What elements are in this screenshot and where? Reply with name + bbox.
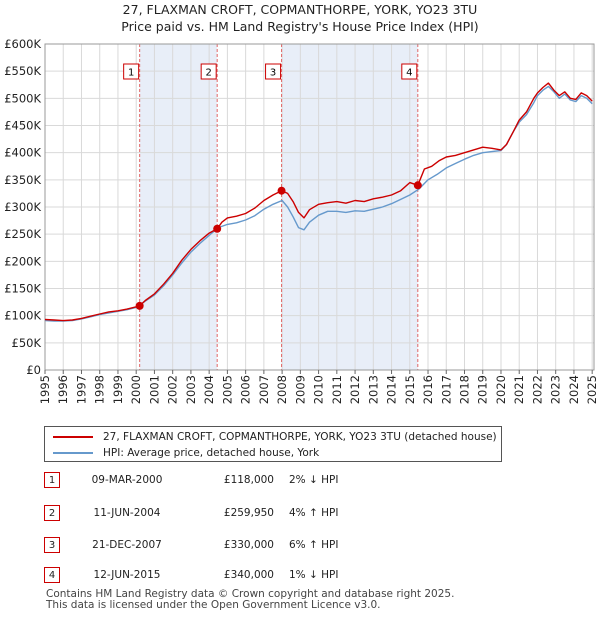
y-tick-label: £200K <box>4 254 41 268</box>
x-tick-label: 2017 <box>439 375 453 404</box>
y-tick-label: £250K <box>4 227 41 241</box>
price-chart: 27, FLAXMAN CROFT, COPMANTHORPE, YORK, Y… <box>4 2 599 404</box>
x-tick-label: 2011 <box>330 375 344 404</box>
x-tick-label: 2014 <box>385 375 399 404</box>
y-tick-label: £450K <box>4 119 41 133</box>
sale-point <box>135 301 144 310</box>
legend-item-hpi: HPI: Average price, detached house, York <box>53 445 319 461</box>
x-tick-label: 2004 <box>202 375 216 404</box>
x-tick-label: 2012 <box>348 375 362 404</box>
x-tick-label: 1998 <box>93 375 107 404</box>
x-tick-label: 2001 <box>147 375 161 404</box>
sale-point <box>277 186 286 195</box>
sale-number-badge: 1 <box>44 472 60 488</box>
x-tick-label: 1999 <box>111 375 125 404</box>
x-tick-label: 2008 <box>275 375 289 404</box>
x-tick-label: 2023 <box>549 375 563 404</box>
sale-number-badge: 4 <box>44 567 60 583</box>
sale-number-badge: 3 <box>44 537 60 553</box>
y-tick-label: £300K <box>4 200 41 214</box>
table-row: 4 12-JUN-2015 £340,000 1% ↓ HPI <box>44 567 464 585</box>
legend-swatch-hpi <box>53 452 93 454</box>
footer-copyright: Contains HM Land Registry data © Crown c… <box>46 588 455 600</box>
chart-title: 27, FLAXMAN CROFT, COPMANTHORPE, YORK, Y… <box>123 2 478 17</box>
x-tick-label: 2016 <box>421 375 435 404</box>
legend-item-property: 27, FLAXMAN CROFT, COPMANTHORPE, YORK, Y… <box>53 429 497 445</box>
y-tick-label: £50K <box>12 336 42 350</box>
x-tick-label: 1996 <box>56 375 70 404</box>
sale-point <box>213 224 222 233</box>
y-tick-label: £350K <box>4 173 41 187</box>
property-price-line <box>44 82 593 322</box>
sale-date: 21-DEC-2007 <box>92 539 162 551</box>
table-row: 1 09-MAR-2000 £118,000 2% ↓ HPI <box>44 472 464 490</box>
sale-number-badge: 2 <box>44 505 60 521</box>
x-tick-label: 2020 <box>494 375 508 404</box>
x-tick-label: 2019 <box>476 375 490 404</box>
x-tick-label: 2003 <box>184 375 198 404</box>
x-tick-label: 2009 <box>293 375 307 404</box>
plot-frame <box>44 43 595 371</box>
sale-label: 1 <box>128 68 134 79</box>
sale-price: £330,000 <box>223 539 274 551</box>
chart-subtitle: Price paid vs. HM Land Registry's House … <box>121 19 478 34</box>
sale-price: £259,950 <box>223 507 274 519</box>
x-tick-label: 1995 <box>38 375 52 404</box>
sale-date: 12-JUN-2015 <box>93 569 161 581</box>
x-tick-label: 2021 <box>512 375 526 404</box>
sale-price: £118,000 <box>223 474 274 486</box>
chart-legend: 27, FLAXMAN CROFT, COPMANTHORPE, YORK, Y… <box>44 426 502 462</box>
x-tick-label: 2006 <box>239 375 253 404</box>
x-tick-label: 2007 <box>257 375 271 404</box>
y-tick-label: £100K <box>4 309 41 323</box>
sale-label-box <box>401 63 418 80</box>
x-tick-label: 2013 <box>366 375 380 404</box>
y-tick-label: £400K <box>4 146 41 160</box>
sale-hpi-diff: 4% ↑ HPI <box>289 507 339 519</box>
x-tick-label: 2018 <box>458 375 472 404</box>
legend-swatch-property <box>53 436 93 438</box>
legend-label-hpi: HPI: Average price, detached house, York <box>103 447 320 459</box>
sale-point <box>413 181 422 190</box>
y-tick-label: £150K <box>4 282 41 296</box>
sale-label: 4 <box>406 68 412 79</box>
x-tick-label: 2000 <box>129 375 143 404</box>
sale-label-box <box>200 63 217 80</box>
y-tick-label: £0 <box>26 363 41 377</box>
x-tick-label: 1997 <box>74 375 88 404</box>
y-tick-label: £600K <box>4 37 41 51</box>
sale-hpi-diff: 6% ↑ HPI <box>289 539 339 551</box>
x-tick-label: 2002 <box>166 375 180 404</box>
table-row: 3 21-DEC-2007 £330,000 6% ↑ HPI <box>44 537 464 555</box>
x-tick-label: 2005 <box>220 375 234 404</box>
y-tick-label: £500K <box>4 91 41 105</box>
x-tick-label: 2015 <box>403 375 417 404</box>
x-tick-label: 2024 <box>567 375 581 404</box>
sale-label-box <box>123 63 140 80</box>
x-tick-label: 2022 <box>530 375 544 404</box>
sale-hpi-diff: 1% ↓ HPI <box>289 569 339 581</box>
x-tick-label: 2025 <box>585 375 599 404</box>
sale-date: 09-MAR-2000 <box>91 474 163 486</box>
footer-attribution: Contains HM Land Registry data © Crown c… <box>46 589 454 611</box>
sale-label: 2 <box>205 68 211 79</box>
sale-label: 3 <box>270 68 276 79</box>
footer-licence: This data is licensed under the Open Gov… <box>46 599 381 611</box>
legend-label-property: 27, FLAXMAN CROFT, COPMANTHORPE, YORK, Y… <box>103 431 497 443</box>
x-tick-label: 2010 <box>312 375 326 404</box>
sale-date: 11-JUN-2004 <box>93 507 161 519</box>
y-tick-label: £550K <box>4 64 41 78</box>
sale-label-box <box>265 63 282 80</box>
table-row: 2 11-JUN-2004 £259,950 4% ↑ HPI <box>44 505 464 523</box>
sale-hpi-diff: 2% ↓ HPI <box>289 474 339 486</box>
sale-price: £340,000 <box>223 569 274 581</box>
